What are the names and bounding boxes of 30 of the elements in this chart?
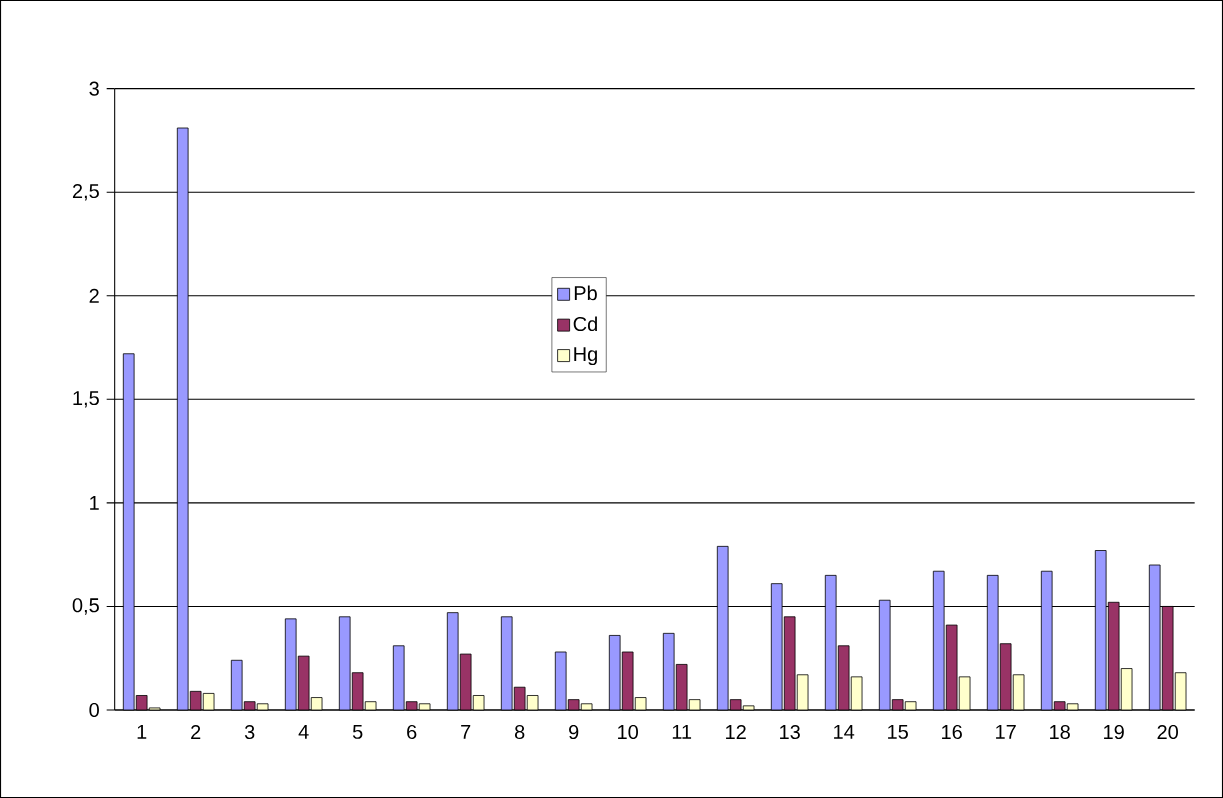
x-tick-label: 2 bbox=[191, 724, 201, 739]
y-tick-label: 1 bbox=[90, 496, 99, 510]
y-tick-label: 2 bbox=[89, 288, 99, 303]
x-tick-label: 18 bbox=[1050, 724, 1070, 740]
x-tick-label: 13 bbox=[780, 724, 800, 740]
y-tick-label: 3 bbox=[89, 81, 99, 96]
x-tick-label: 3 bbox=[244, 724, 255, 740]
x-tick-label: 16 bbox=[942, 724, 962, 740]
y-tick-label: 0 bbox=[89, 702, 99, 718]
y-tick-label: 1,5 bbox=[73, 391, 99, 408]
x-tick-label: 12 bbox=[726, 724, 746, 739]
legend-label: Hg bbox=[574, 347, 597, 366]
x-tick-label: 20 bbox=[1157, 724, 1178, 740]
x-tick-label: 4 bbox=[298, 724, 309, 739]
x-tick-label: 17 bbox=[996, 724, 1016, 739]
x-tick-label: 11 bbox=[672, 724, 692, 739]
x-tick-label: 9 bbox=[569, 724, 579, 740]
x-tick-label: 14 bbox=[834, 724, 855, 739]
legend-label: Pb bbox=[574, 285, 597, 301]
y-tick-label: 2,5 bbox=[72, 183, 99, 201]
x-tick-label: 8 bbox=[514, 724, 525, 740]
x-tick-label: 1 bbox=[137, 724, 147, 739]
y-tick-label: 0,5 bbox=[72, 598, 99, 615]
x-tick-label: 5 bbox=[352, 724, 363, 739]
legend-label: Cd bbox=[573, 316, 597, 332]
x-tick-label: 15 bbox=[888, 724, 908, 739]
x-tick-label: 6 bbox=[407, 724, 417, 740]
x-tick-label: 10 bbox=[618, 724, 638, 740]
x-tick-label: 19 bbox=[1104, 724, 1124, 740]
x-tick-label: 7 bbox=[461, 724, 471, 739]
